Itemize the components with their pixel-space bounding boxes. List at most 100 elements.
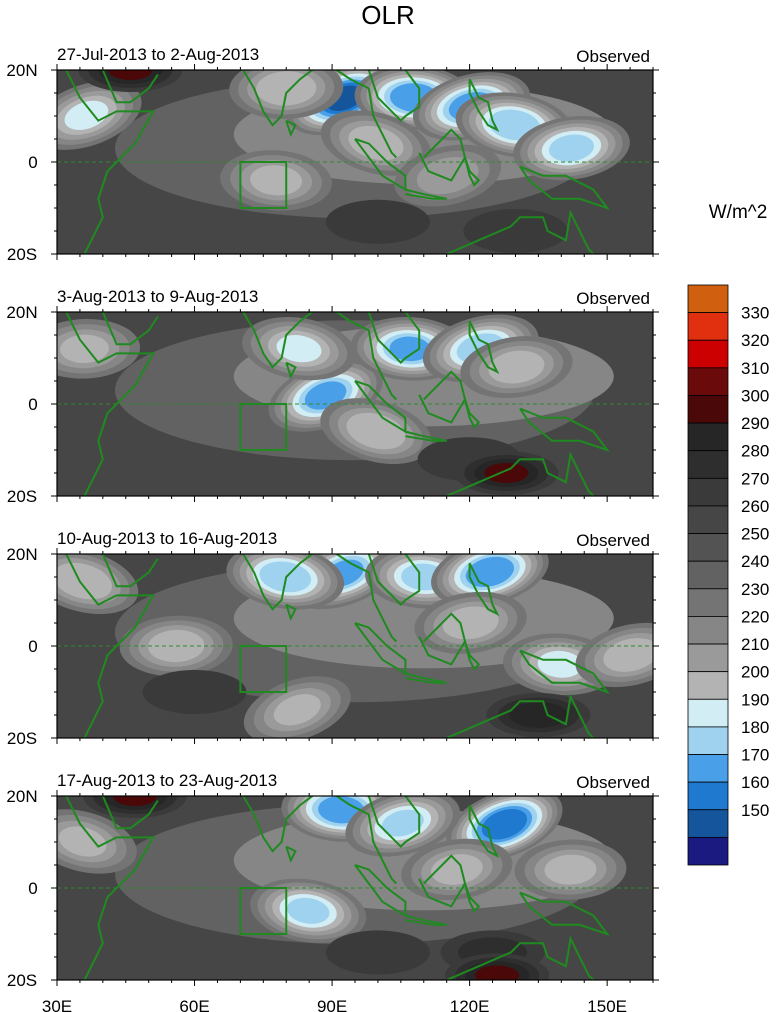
index-box <box>239 645 288 693</box>
coastline <box>65 312 156 496</box>
olr-contour <box>484 463 529 483</box>
coastline <box>354 380 407 434</box>
olr-feature <box>57 80 142 150</box>
colorbar-swatch <box>687 726 729 755</box>
olr-contour <box>475 965 520 980</box>
colorbar-swatch <box>687 367 729 396</box>
colorbar-label: 220 <box>741 607 769 626</box>
coastline <box>231 312 314 369</box>
colorbar-swatch <box>687 643 729 673</box>
colorbar-swatch <box>687 836 729 866</box>
olr-contour <box>112 796 157 806</box>
olr-feature <box>243 676 351 738</box>
olr-contour <box>548 134 594 162</box>
colorbar-units-label: W/m^2 <box>709 202 768 223</box>
y-tick-label: 20S <box>7 487 37 506</box>
panel-2: 20N 0 20S 3-Aug-2013 to 9-Aug-2013 Observed <box>6 287 659 506</box>
olr-contour <box>389 336 431 362</box>
colorbar-label: 330 <box>741 304 769 323</box>
coastline <box>285 845 297 864</box>
olr-contour <box>416 156 479 195</box>
coastline <box>446 693 595 738</box>
coastline <box>405 672 447 684</box>
x-tick-label: 90E <box>317 997 347 1012</box>
colorbar-label: 260 <box>741 497 769 516</box>
colorbar-swatch <box>687 395 729 424</box>
x-tick-label: 120E <box>450 997 490 1012</box>
olr-field <box>57 70 653 254</box>
colorbar-label: 280 <box>741 442 769 461</box>
coastline <box>519 649 610 694</box>
coastline <box>285 119 297 138</box>
olr-contour <box>348 125 404 161</box>
coastline <box>354 622 407 676</box>
panel-tag-label: Observed <box>576 289 650 308</box>
coastline <box>65 554 156 738</box>
olr-feature <box>142 670 247 714</box>
panel-period-label: 27-Jul-2013 to 2-Aug-2013 <box>57 45 259 64</box>
y-tick-label: 0 <box>28 637 37 656</box>
coastlines <box>65 312 610 496</box>
colorbar-label: 170 <box>741 746 769 765</box>
shared-x-axis: 30E 60E 90E 120E 150E <box>42 997 627 1012</box>
coastline <box>367 796 421 849</box>
coastline <box>468 320 500 375</box>
coastline <box>231 554 314 611</box>
coastline <box>519 891 610 936</box>
x-tick-label: 30E <box>42 997 72 1012</box>
colorbar-label: 180 <box>741 718 769 737</box>
index-box <box>239 887 288 935</box>
y-tick-label: 20S <box>7 245 37 264</box>
coastline <box>231 70 314 127</box>
coastlines <box>65 796 610 980</box>
olr-field <box>57 312 653 496</box>
olr-contour <box>488 350 545 384</box>
olr-feature <box>486 693 591 737</box>
coastline <box>464 399 481 429</box>
coastline <box>101 312 159 346</box>
colorbar-swatch <box>687 312 729 341</box>
coastline <box>464 641 481 671</box>
coastline <box>468 78 500 133</box>
colorbar-label: 150 <box>741 801 769 820</box>
x-tick-label: 60E <box>179 997 209 1012</box>
colorbar-label: 270 <box>741 469 769 488</box>
colorbar-swatch <box>687 671 729 700</box>
panels: 20N 0 20S 27-Jul-2013 to 2-Aug-2013 Observed… <box>6 45 659 990</box>
panel-tag-label: Observed <box>576 773 650 792</box>
olr-feature <box>513 115 630 181</box>
colorbar-label: 200 <box>741 663 769 682</box>
coastline <box>519 165 610 210</box>
coastline <box>354 138 407 192</box>
coastline <box>336 796 398 885</box>
y-tick-label: 20N <box>6 545 37 564</box>
colorbar-swatch <box>687 588 729 617</box>
y-tick-label: 20N <box>6 787 37 806</box>
coastline <box>446 451 595 496</box>
y-tick-label: 20N <box>6 61 37 80</box>
olr-contour <box>57 562 113 600</box>
colorbar-swatch <box>687 754 729 783</box>
colorbar-swatch <box>687 809 729 838</box>
olr-contour <box>58 826 107 857</box>
coastline <box>336 70 398 159</box>
colorbar-swatch <box>687 284 729 314</box>
olr-contour <box>273 694 321 726</box>
colorbar-swatch <box>687 781 729 811</box>
coastline <box>446 935 595 980</box>
olr-feature <box>229 70 344 119</box>
coastline <box>464 883 481 913</box>
index-box <box>239 403 288 451</box>
y-tick-label: 20N <box>6 303 37 322</box>
colorbar-label: 190 <box>741 690 769 709</box>
olr-contour <box>325 930 430 975</box>
olr-contour <box>286 897 330 924</box>
coastline <box>468 804 500 859</box>
olr-contour <box>256 71 317 106</box>
coastline <box>446 209 595 254</box>
panel-4: 20N 0 20S 17-Aug-2013 to 23-Aug-2013 Observe… <box>6 771 659 990</box>
coastline <box>367 554 421 607</box>
coastline <box>336 554 398 643</box>
y-tick-label: 20S <box>7 971 37 990</box>
